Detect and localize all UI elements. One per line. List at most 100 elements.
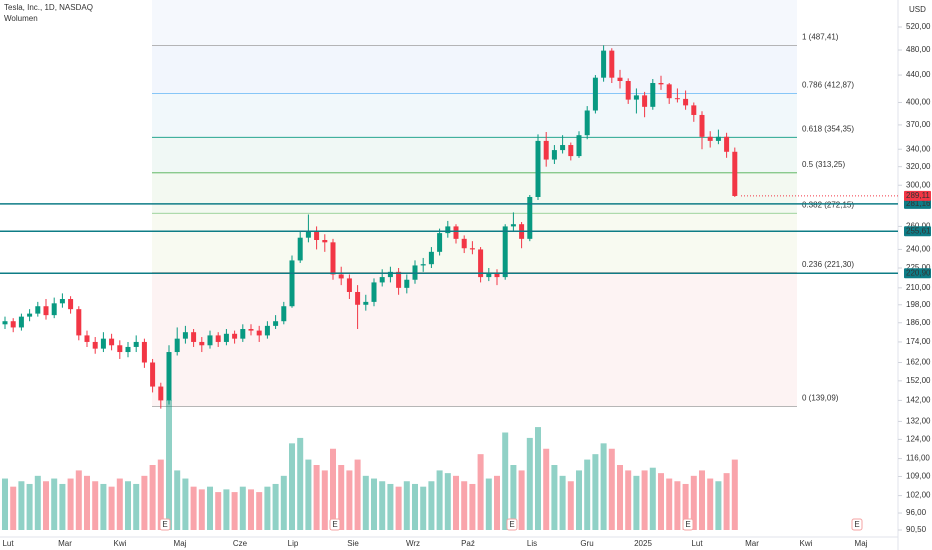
volume-bar	[477, 454, 484, 530]
volume-bar	[338, 465, 345, 530]
x-tick-label: Gru	[580, 539, 593, 548]
fib-shade	[152, 0, 797, 46]
candle-body	[248, 329, 254, 331]
volume-bar	[280, 475, 287, 530]
volume-bar	[379, 481, 386, 530]
candle-body	[305, 230, 311, 238]
y-tick-label: 174,00	[906, 337, 931, 346]
y-tick-label: 260,00	[906, 222, 931, 231]
candle-body	[232, 333, 238, 339]
candle-body	[420, 264, 426, 266]
candle-body	[387, 271, 393, 278]
volume-bar	[723, 473, 730, 530]
y-tick-label: 370,00	[906, 120, 931, 129]
candle-body	[445, 226, 451, 234]
candle-body	[715, 136, 721, 141]
volume-bar	[608, 448, 615, 530]
candle-body	[363, 301, 369, 305]
volume-bar	[584, 459, 591, 530]
price-badge-label: 281,16	[906, 199, 931, 208]
candle-body	[428, 251, 434, 265]
candle-body	[346, 278, 352, 292]
candle-body	[330, 242, 336, 275]
candle-body	[683, 98, 689, 106]
candle-body	[27, 313, 33, 317]
candle-body	[51, 303, 57, 316]
candle-body	[84, 335, 90, 342]
volume-bar	[453, 475, 459, 530]
candle-body	[199, 341, 205, 346]
volume-bar	[576, 470, 582, 530]
earnings-icon	[329, 518, 341, 531]
volume-bar	[297, 437, 304, 530]
y-tick-label: 152,00	[906, 376, 931, 385]
volume-bar	[256, 492, 263, 530]
volume-bar	[26, 483, 33, 530]
volume-bar	[535, 427, 541, 530]
candle-body	[691, 105, 697, 115]
volume-bar	[248, 489, 254, 530]
candle-body	[371, 282, 377, 302]
y-tick-label: 225,00	[906, 263, 931, 272]
volume-bar	[551, 465, 558, 530]
volume-bar	[494, 475, 500, 530]
price-badge-label: 220,90	[906, 268, 931, 277]
x-tick-label: Sie	[347, 539, 359, 548]
volume-bar	[43, 481, 49, 530]
x-tick-label: Maj	[855, 539, 868, 548]
volume-bar	[34, 475, 41, 530]
candle-body	[404, 279, 410, 288]
volume-bar	[436, 470, 443, 530]
volume-bar	[289, 443, 295, 530]
candle-body	[182, 332, 188, 339]
y-tick-label: 109,00	[906, 472, 931, 481]
candle-body	[338, 274, 344, 279]
candle-body	[633, 95, 639, 100]
volume-bar	[174, 470, 181, 530]
volume-bar	[182, 478, 189, 530]
earnings-label: E	[685, 520, 690, 529]
candle-body	[117, 345, 123, 353]
price-badge-label: 255,61	[906, 226, 931, 235]
volume-bar	[330, 448, 336, 530]
fib-shade	[152, 213, 797, 273]
volume-bar	[715, 481, 722, 530]
candle-body	[133, 341, 139, 347]
volume-bar	[403, 481, 410, 530]
volume-bar	[371, 478, 377, 530]
fib-label: 0.618 (354,35)	[802, 124, 854, 133]
candle-body	[43, 306, 49, 316]
y-tick-label: 400,00	[906, 98, 931, 107]
volume-bar	[707, 478, 714, 530]
candle-body	[100, 338, 106, 349]
volume-bar	[420, 486, 427, 530]
candle-body	[699, 114, 705, 137]
volume-bar	[518, 470, 525, 530]
candle-body	[658, 83, 664, 85]
volume-bar	[313, 465, 320, 530]
candle-body	[166, 352, 172, 401]
candle-body	[625, 81, 631, 100]
y-tick-label: 162,00	[906, 358, 931, 367]
earnings-label: E	[332, 520, 337, 529]
candle-body	[207, 335, 213, 346]
volume-bar	[354, 459, 361, 530]
candle-body	[732, 151, 738, 196]
fib-label: 0.786 (412,87)	[802, 80, 854, 89]
y-tick-label: 102,00	[906, 491, 931, 500]
volume-bar	[387, 483, 394, 530]
candle-body	[478, 249, 484, 278]
earnings-icon	[159, 518, 171, 531]
volume-bar	[239, 486, 246, 530]
volume-bar	[108, 486, 115, 530]
volume-bar	[469, 483, 476, 530]
candle-body	[109, 338, 115, 346]
chart-title: Tesla, Inc., 1D, NASDAQ	[4, 3, 93, 12]
y-tick-label: 440,00	[906, 70, 931, 79]
last-price-label: 289,11	[906, 191, 930, 200]
y-tick-label: 340,00	[906, 144, 931, 153]
volume-bar	[731, 459, 738, 530]
candle-body	[674, 98, 680, 100]
volume-bar	[84, 475, 90, 530]
candle-body	[453, 226, 459, 239]
